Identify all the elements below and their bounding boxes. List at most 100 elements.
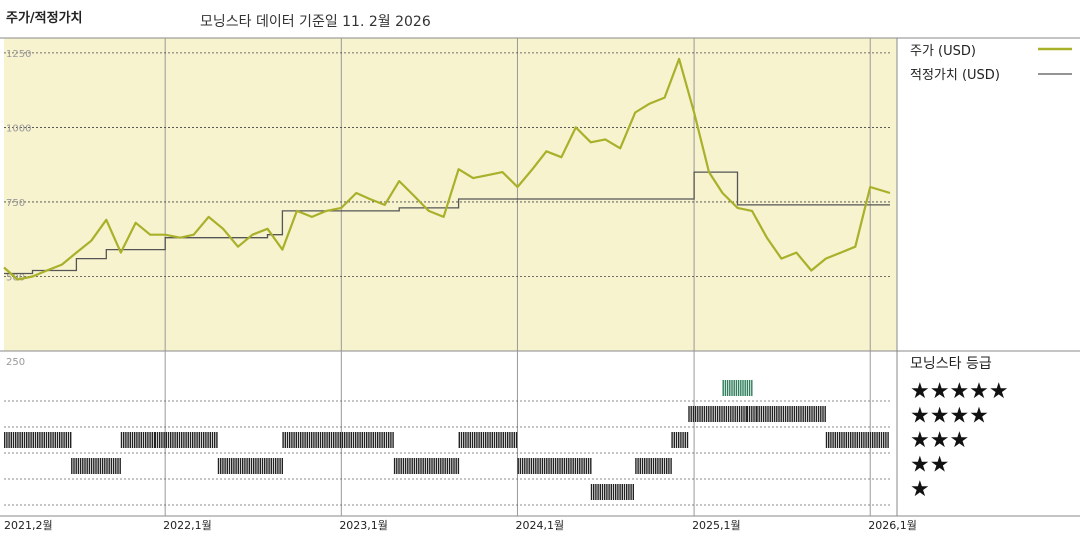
rating-bar-stripe bbox=[300, 432, 302, 448]
x-tick-label: 2025,1월 bbox=[692, 519, 741, 532]
rating-bar-stripe bbox=[565, 458, 568, 474]
rating-bar-stripe bbox=[120, 432, 123, 448]
rating-bar-stripe bbox=[748, 380, 751, 396]
rating-bar-stripe bbox=[751, 380, 753, 396]
rating-bar-stripe bbox=[393, 458, 396, 474]
rating-bar-stripe bbox=[753, 406, 755, 422]
rating-bar-stripe bbox=[4, 432, 6, 448]
rating-bar-stripe bbox=[491, 432, 493, 448]
rating-bar-stripe bbox=[644, 458, 646, 474]
rating-bar-stripe bbox=[317, 432, 319, 448]
rating-bar-stripe bbox=[646, 458, 648, 474]
rating-bar-stripe bbox=[723, 406, 725, 422]
rating-bar-stripe bbox=[56, 432, 59, 448]
rating-bar-stripe bbox=[725, 406, 728, 422]
rating-bar-stripe bbox=[12, 432, 15, 448]
rating-bar-stripe bbox=[286, 432, 289, 448]
rating-bar-stripe bbox=[45, 432, 48, 448]
rating-bar-stripe bbox=[736, 406, 739, 422]
rating-bar-stripe bbox=[617, 484, 619, 500]
rating-bar-stripe bbox=[246, 458, 248, 474]
rating-segment-3-star bbox=[282, 432, 394, 448]
rating-bar-stripe bbox=[281, 458, 283, 474]
rating-bar-stripe bbox=[192, 432, 194, 448]
rating-bar-stripe bbox=[244, 458, 246, 474]
rating-bar-stripe bbox=[203, 432, 205, 448]
rating-bar-stripe bbox=[21, 432, 23, 448]
rating-bar-stripe bbox=[217, 458, 220, 474]
rating-bar-stripe bbox=[597, 484, 599, 500]
rating-bar-stripe bbox=[615, 484, 617, 500]
rating-bar-stripe bbox=[780, 406, 782, 422]
rating-bar-stripe bbox=[815, 406, 818, 422]
legend-fair-label: 적정가치 (USD) bbox=[910, 68, 1000, 83]
rating-bar-stripe bbox=[161, 432, 163, 448]
rating-bar-stripe bbox=[743, 406, 745, 422]
rating-bar-stripe bbox=[619, 484, 621, 500]
rating-bar-stripe bbox=[493, 432, 496, 448]
rating-segment-3-star bbox=[458, 432, 518, 448]
rating-bar-stripe bbox=[517, 458, 519, 474]
rating-bar-stripe bbox=[751, 406, 753, 422]
rating-bar-stripe bbox=[154, 432, 156, 448]
rating-bar-stripe bbox=[222, 458, 224, 474]
rating-bar-stripe bbox=[183, 432, 185, 448]
price-line bbox=[3, 57, 891, 281]
y-tick-label: 1000 bbox=[6, 123, 31, 134]
rating-bar-stripe bbox=[834, 432, 836, 448]
rating-bar-stripe bbox=[333, 432, 335, 448]
rating-bar-stripe bbox=[129, 432, 131, 448]
rating-bar-stripe bbox=[532, 458, 535, 474]
rating-bar-stripe bbox=[136, 432, 138, 448]
rating-bar-stripe bbox=[79, 458, 82, 474]
rating-bar-stripe bbox=[678, 432, 680, 448]
rating-bar-stripe bbox=[275, 458, 277, 474]
rating-bar-stripe bbox=[77, 458, 80, 474]
rating-bar-stripe bbox=[710, 406, 712, 422]
rating-bar-stripe bbox=[313, 432, 315, 448]
rating-bar-stripe bbox=[368, 432, 370, 448]
rating-bar-stripe bbox=[101, 458, 104, 474]
fair-value-line bbox=[4, 171, 890, 275]
rating-bar-stripe bbox=[28, 432, 30, 448]
rating-bar-stripe bbox=[824, 406, 826, 422]
rating-bar-stripe bbox=[361, 432, 363, 448]
rating-bar-stripe bbox=[746, 380, 749, 396]
x-tick-layer: 2021,2월 2022,1월 2023,1월 2024,1월 2025,1월 2026,… bbox=[4, 519, 917, 532]
rating-bar-stripe bbox=[469, 432, 471, 448]
rating-bar-stripe bbox=[200, 432, 203, 448]
rating-bar-stripe bbox=[482, 432, 485, 448]
rating-bar-stripe bbox=[255, 458, 257, 474]
rating-bar-stripe bbox=[396, 458, 398, 474]
rating-bar-stripe bbox=[800, 406, 802, 422]
rating-bar-stripe bbox=[639, 458, 641, 474]
rating-bar-stripe bbox=[70, 432, 72, 448]
rating-bar-stripe bbox=[745, 406, 747, 422]
rating-bar-stripe bbox=[599, 484, 601, 500]
rating-bar-stripe bbox=[811, 406, 813, 422]
rating-bar-stripe bbox=[515, 432, 518, 448]
rating-bar-stripe bbox=[178, 432, 181, 448]
rating-bar-stripe bbox=[760, 406, 763, 422]
rating-bar-stripe bbox=[268, 458, 270, 474]
rating-segment-3-star bbox=[825, 432, 889, 448]
rating-segment-4-star bbox=[756, 406, 826, 422]
rating-bar-stripe bbox=[601, 484, 604, 500]
rating-bar-stripe bbox=[858, 432, 861, 448]
rating-segment-4-star bbox=[688, 406, 747, 422]
rating-bar-stripe bbox=[478, 432, 480, 448]
rating-bar-stripe bbox=[546, 458, 548, 474]
rating-bar-stripe bbox=[657, 458, 659, 474]
rating-bar-stripe bbox=[548, 458, 550, 474]
rating-bar-stripe bbox=[570, 458, 572, 474]
rating-bar-stripe bbox=[771, 406, 774, 422]
rating-bar-stripe bbox=[557, 458, 559, 474]
rating-bar-stripe bbox=[847, 432, 850, 448]
rating-bar-stripe bbox=[446, 458, 449, 474]
rating-bar-stripe bbox=[621, 484, 623, 500]
rating-bar-stripe bbox=[839, 432, 841, 448]
rating-bar-stripe bbox=[867, 432, 869, 448]
rating-bar-stripe bbox=[502, 432, 504, 448]
rating-bar-stripe bbox=[112, 458, 115, 474]
